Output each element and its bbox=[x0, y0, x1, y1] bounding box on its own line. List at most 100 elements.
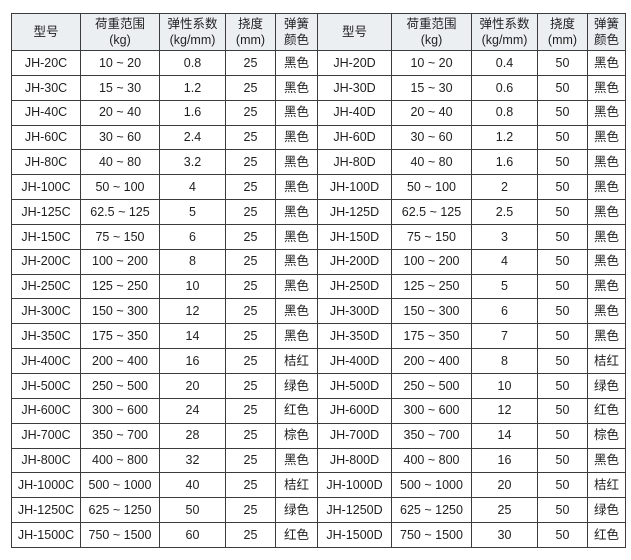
cell-model: JH-600C bbox=[11, 397, 81, 424]
cell-deflection: 50 bbox=[537, 199, 588, 225]
cell-deflection: 25 bbox=[225, 497, 276, 524]
cell-model: JH-300D bbox=[317, 298, 392, 325]
cell-coefficient: 0.8 bbox=[471, 99, 538, 126]
cell-load-range: 62.5 ~ 125 bbox=[391, 199, 472, 225]
cell-coefficient: 6 bbox=[159, 223, 226, 250]
cell-model: JH-250D bbox=[317, 273, 392, 300]
cell-deflection: 50 bbox=[537, 472, 588, 499]
cell-spring-color: 红色 bbox=[587, 397, 626, 424]
cell-spring-color: 黑色 bbox=[275, 323, 318, 350]
cell-load-range: 100 ~ 200 bbox=[391, 248, 472, 275]
cell-spring-color: 黑色 bbox=[275, 124, 318, 151]
table-row: JH-80C 40 ~ 80 3.2 25 黑色 JH-80D 40 ~ 80 1.6 50 黑色 bbox=[11, 149, 626, 176]
table-row: JH-500C 250 ~ 500 20 25 绿色 JH-500D 250 ~ 500 10… bbox=[11, 372, 626, 399]
cell-model: JH-100D bbox=[317, 174, 392, 201]
cell-coefficient: 2.5 bbox=[471, 199, 538, 225]
table-row: JH-100C 50 ~ 100 4 25 黑色 JH-100D 50 ~ 100 2 50 黑色 bbox=[11, 174, 626, 201]
cell-model: JH-30D bbox=[317, 74, 392, 101]
cell-deflection: 25 bbox=[225, 223, 276, 250]
cell-coefficient: 20 bbox=[471, 472, 538, 499]
cell-deflection: 50 bbox=[537, 372, 588, 399]
cell-spring-color: 黑色 bbox=[275, 74, 318, 101]
cell-deflection: 50 bbox=[537, 99, 588, 126]
cell-model: JH-20D bbox=[317, 50, 392, 76]
cell-coefficient: 3.2 bbox=[159, 149, 226, 176]
cell-spring-color: 绿色 bbox=[587, 372, 626, 399]
cell-coefficient: 0.4 bbox=[471, 50, 538, 76]
cell-model: JH-1000C bbox=[11, 472, 81, 499]
cell-spring-color: 黑色 bbox=[587, 50, 626, 76]
cell-model: JH-500C bbox=[11, 372, 81, 399]
cell-spring-color: 黑色 bbox=[587, 149, 626, 176]
cell-deflection: 25 bbox=[225, 273, 276, 300]
cell-coefficient: 16 bbox=[159, 348, 226, 374]
table-row: JH-20C 10 ~ 20 0.8 25 黑色 JH-20D 10 ~ 20 0.4 50 黑色 bbox=[11, 50, 626, 76]
cell-spring-color: 红色 bbox=[587, 522, 626, 548]
cell-spring-color: 黑色 bbox=[587, 223, 626, 250]
cell-deflection: 50 bbox=[537, 397, 588, 424]
cell-load-range: 300 ~ 600 bbox=[80, 397, 160, 424]
table-row: JH-60C 30 ~ 60 2.4 25 黑色 JH-60D 30 ~ 60 1.2 50 黑色 bbox=[11, 124, 626, 151]
cell-deflection: 25 bbox=[225, 149, 276, 176]
table-row: JH-800C 400 ~ 800 32 25 黑色 JH-800D 400 ~ 800 16… bbox=[11, 447, 626, 474]
table-row: JH-200C 100 ~ 200 8 25 黑色 JH-200D 100 ~ 200 4 50… bbox=[11, 248, 626, 275]
cell-deflection: 25 bbox=[225, 298, 276, 325]
cell-coefficient: 16 bbox=[471, 447, 538, 474]
cell-spring-color: 黑色 bbox=[275, 199, 318, 225]
header-spring-color-c: 弹簧 颜色 bbox=[275, 13, 318, 51]
cell-deflection: 25 bbox=[225, 248, 276, 275]
header-load-range-c: 荷重范围 (kg) bbox=[80, 13, 160, 51]
cell-coefficient: 50 bbox=[159, 497, 226, 524]
cell-spring-color: 黑色 bbox=[587, 124, 626, 151]
cell-spring-color: 黑色 bbox=[587, 99, 626, 126]
cell-load-range: 175 ~ 350 bbox=[80, 323, 160, 350]
cell-model: JH-1500D bbox=[317, 522, 392, 548]
table-row: JH-400C 200 ~ 400 16 25 桔红 JH-400D 200 ~ 400 8 5… bbox=[11, 348, 626, 374]
cell-deflection: 25 bbox=[225, 174, 276, 201]
cell-coefficient: 12 bbox=[471, 397, 538, 424]
cell-load-range: 15 ~ 30 bbox=[80, 74, 160, 101]
cell-coefficient: 1.6 bbox=[471, 149, 538, 176]
cell-coefficient: 1.2 bbox=[159, 74, 226, 101]
cell-spring-color: 黑色 bbox=[587, 199, 626, 225]
cell-spring-color: 绿色 bbox=[275, 497, 318, 524]
cell-deflection: 50 bbox=[537, 50, 588, 76]
cell-deflection: 50 bbox=[537, 422, 588, 449]
cell-spring-color: 桔红 bbox=[587, 472, 626, 499]
cell-coefficient: 12 bbox=[159, 298, 226, 325]
cell-load-range: 125 ~ 250 bbox=[80, 273, 160, 300]
cell-model: JH-500D bbox=[317, 372, 392, 399]
cell-model: JH-800C bbox=[11, 447, 81, 474]
header-coefficient-d: 弹性系数 (kg/mm) bbox=[471, 13, 538, 51]
cell-load-range: 750 ~ 1500 bbox=[391, 522, 472, 548]
cell-model: JH-250C bbox=[11, 273, 81, 300]
cell-model: JH-200C bbox=[11, 248, 81, 275]
cell-spring-color: 黑色 bbox=[275, 99, 318, 126]
cell-spring-color: 黑色 bbox=[587, 298, 626, 325]
table-row: JH-600C 300 ~ 600 24 25 红色 JH-600D 300 ~ 600 12… bbox=[11, 397, 626, 424]
cell-coefficient: 14 bbox=[471, 422, 538, 449]
cell-spring-color: 黑色 bbox=[275, 174, 318, 201]
cell-load-range: 20 ~ 40 bbox=[391, 99, 472, 126]
cell-model: JH-125D bbox=[317, 199, 392, 225]
cell-model: JH-1250D bbox=[317, 497, 392, 524]
table-row: JH-350C 175 ~ 350 14 25 黑色 JH-350D 175 ~ 350 7 5… bbox=[11, 323, 626, 350]
cell-spring-color: 黑色 bbox=[275, 50, 318, 76]
cell-deflection: 25 bbox=[225, 422, 276, 449]
cell-load-range: 350 ~ 700 bbox=[80, 422, 160, 449]
cell-load-range: 40 ~ 80 bbox=[391, 149, 472, 176]
cell-deflection: 25 bbox=[225, 124, 276, 151]
cell-model: JH-200D bbox=[317, 248, 392, 275]
cell-model: JH-700D bbox=[317, 422, 392, 449]
cell-spring-color: 黑色 bbox=[587, 273, 626, 300]
cell-deflection: 25 bbox=[225, 397, 276, 424]
cell-spring-color: 黑色 bbox=[587, 174, 626, 201]
cell-deflection: 50 bbox=[537, 174, 588, 201]
cell-load-range: 625 ~ 1250 bbox=[391, 497, 472, 524]
cell-load-range: 750 ~ 1500 bbox=[80, 522, 160, 548]
cell-coefficient: 24 bbox=[159, 397, 226, 424]
cell-model: JH-80D bbox=[317, 149, 392, 176]
cell-coefficient: 28 bbox=[159, 422, 226, 449]
table-row: JH-150C 75 ~ 150 6 25 黑色 JH-150D 75 ~ 150 3 50 黑色 bbox=[11, 223, 626, 250]
cell-load-range: 40 ~ 80 bbox=[80, 149, 160, 176]
